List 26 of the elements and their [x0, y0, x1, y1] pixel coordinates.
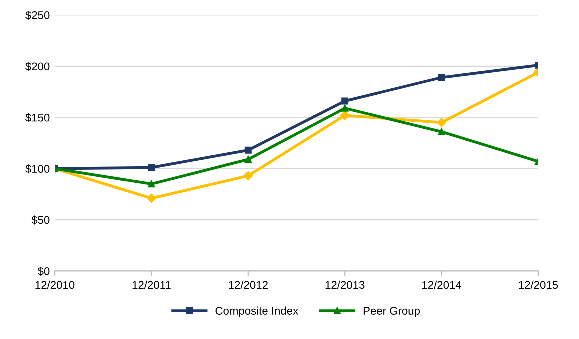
x-tick-label: 12/2012 [229, 280, 268, 290]
point [148, 164, 156, 172]
point [244, 156, 252, 164]
legend-label: Peer Group [364, 307, 420, 318]
point [244, 146, 252, 154]
y-tick-label: $250 [26, 11, 50, 20]
point [438, 128, 446, 136]
y-tick-label: $100 [26, 164, 50, 174]
y-tick-label: $0 [38, 267, 50, 276]
point [340, 110, 350, 120]
x-tick-label: 12/2015 [519, 280, 558, 290]
y-tick-label: $200 [26, 62, 50, 72]
legend-label: Composite Index [216, 306, 298, 318]
x-tick-label: 12/2014 [422, 280, 462, 290]
x-tick-label: 12/2011 [132, 280, 171, 290]
point [148, 180, 156, 188]
point [342, 104, 349, 112]
point [437, 118, 446, 128]
point [438, 74, 446, 82]
point [244, 171, 254, 181]
y-tick-label: $50 [32, 216, 50, 225]
x-tick-label: 12/2010 [36, 280, 75, 290]
x-tick-label: 12/2013 [326, 280, 365, 290]
point [342, 98, 349, 105]
point [147, 194, 156, 204]
y-tick-label: $150 [26, 113, 50, 122]
